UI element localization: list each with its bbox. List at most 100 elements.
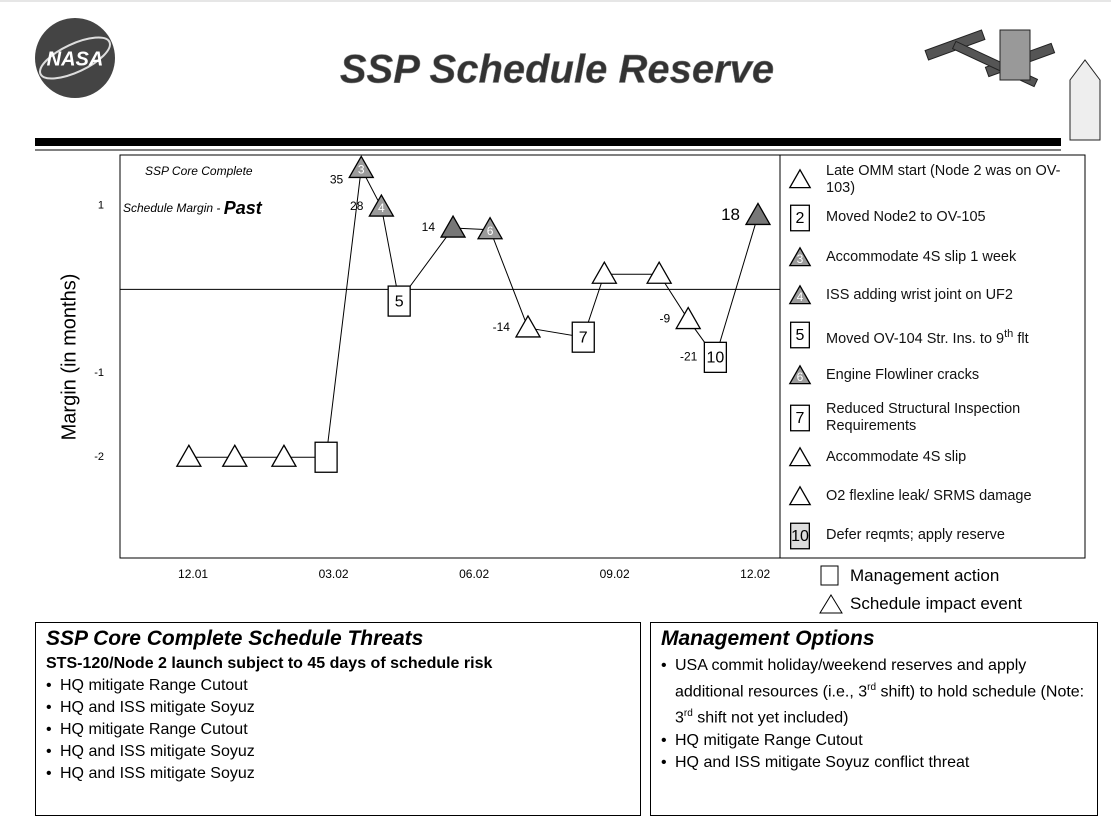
option-bullet: USA commit holiday/weekend reserves and … (661, 655, 1087, 730)
x-tick-label: 06.02 (459, 567, 489, 581)
threat-bullet: HQ mitigate Range Cutout (46, 675, 630, 697)
legend-label-part: Moved Node2 to OV-105 (826, 209, 986, 225)
day-label: 35 (330, 173, 344, 187)
legend-label-part: Defer reqmts; apply reserve (826, 527, 1005, 543)
options-box: Management Options USA commit holiday/we… (650, 622, 1098, 816)
annotation-text: Schedule Margin - (123, 201, 224, 215)
marker-text: 6 (797, 370, 804, 384)
legend-label: Engine Flowliner cracks (826, 367, 1084, 384)
threat-bullet: HQ and ISS mitigate Soyuz (46, 741, 630, 763)
triangle-marker (788, 168, 812, 189)
triangle-marker (514, 314, 542, 338)
marker-text: 10 (791, 528, 809, 545)
header-rule (35, 138, 1061, 146)
legend-label-part: Engine Flowliner cracks (826, 367, 980, 383)
legend-label: O2 flexline leak/ SRMS damage (826, 488, 1084, 505)
square-marker (790, 404, 811, 432)
triangle-marker (646, 260, 673, 284)
annotation: SSP Core Complete (145, 164, 253, 178)
title: SSP Schedule Reserve (340, 48, 774, 92)
marker-text: 10 (706, 350, 724, 367)
x-tick-label: 12.01 (178, 567, 208, 581)
triangle-marker (675, 306, 702, 330)
legend-label: Late OMM start (Node 2 was on OV-103) (826, 163, 1084, 197)
legend-label-part: Moved OV-104 Str. Ins. to 9 (826, 330, 1005, 347)
logo-text: NASA (47, 48, 104, 70)
triangle-marker (788, 246, 812, 267)
key-item: Management action (850, 566, 1000, 585)
triangle-marker (591, 260, 618, 284)
margin-line (188, 166, 759, 458)
triangle-marker (368, 193, 395, 217)
triangle-marker (788, 485, 812, 506)
y-axis-label: Margin (in months) (58, 274, 80, 441)
triangle-marker (788, 446, 812, 467)
triangle-marker (348, 155, 375, 179)
triangle-marker (270, 443, 298, 467)
marker-text: 7 (579, 329, 588, 346)
legend-label-part: O2 flexline leak/ SRMS damage (826, 488, 1032, 504)
option-text: shift not yet included) (692, 709, 849, 727)
option-text: HQ and ISS mitigate Soyuz conflict threa… (675, 753, 970, 771)
options-list: USA commit holiday/weekend reserves and … (661, 655, 1087, 774)
legend-label: Defer reqmts; apply reserve (826, 527, 1084, 544)
legend-label-part: Reduced Structural Inspection Requiremen… (826, 401, 1021, 434)
threats-title: SSP Core Complete Schedule Threats (46, 627, 424, 650)
marker-text: 2 (796, 210, 805, 227)
legend-label-part: Accommodate 4S slip 1 week (826, 249, 1017, 265)
legend-label: ISS adding wrist joint on UF2 (826, 287, 1084, 304)
annotation: Schedule Margin - Past (123, 198, 263, 218)
square-marker (314, 441, 338, 473)
threat-bullet: HQ and ISS mitigate Soyuz (46, 697, 630, 719)
key-square (820, 565, 839, 586)
marker-text: 4 (378, 201, 385, 215)
square-marker (387, 285, 411, 317)
option-bullet: HQ and ISS mitigate Soyuz conflict threa… (661, 752, 1087, 774)
triangle-marker (788, 364, 812, 385)
key-item: Schedule impact event (850, 594, 1022, 613)
day-label: 14 (422, 220, 436, 234)
marker-text: 3 (358, 163, 365, 177)
option-text: HQ mitigate Range Cutout (675, 731, 863, 749)
annotation-emphasis: Past (224, 198, 263, 218)
day-label: 18 (721, 205, 740, 224)
square-marker (790, 321, 811, 349)
legend-label: Accommodate 4S slip (826, 449, 1084, 466)
x-tick-label: 12.02 (740, 567, 770, 581)
option-text: shift) to hold schedule (Note: 3 (675, 683, 1085, 727)
legend-label: Accommodate 4S slip 1 week (826, 249, 1084, 266)
x-tick-label: 09.02 (600, 567, 630, 581)
option-text: rd (683, 708, 693, 720)
option-text: rd (867, 682, 877, 693)
legend-label-part: Late OMM start (Node 2 was on OV-103) (826, 163, 1061, 196)
triangle-marker (476, 216, 504, 240)
marker-text: 7 (796, 410, 805, 427)
triangle-marker (175, 443, 202, 467)
triangle-marker (744, 202, 772, 226)
legend-label-part: Accommodate 4S slip (826, 449, 967, 465)
legend-label-part: flt (1013, 330, 1029, 347)
option-bullet: HQ mitigate Range Cutout (661, 730, 1087, 752)
square-marker (790, 204, 811, 232)
station-image (924, 29, 1101, 141)
marker-text: 5 (395, 293, 404, 310)
legend-label-part: ISS adding wrist joint on UF2 (826, 287, 1013, 303)
plot-frame (119, 154, 1086, 559)
threats-list: HQ mitigate Range CutoutHQ and ISS mitig… (46, 675, 630, 785)
triangle-marker (788, 284, 812, 305)
x-tick-label: 03.02 (319, 567, 349, 581)
marker-text: 8 (656, 268, 663, 282)
threats-subtitle: STS-120/Node 2 launch subject to 45 days… (46, 655, 493, 672)
legend-label: Moved OV-104 Str. Ins. to 9th flt (826, 326, 1084, 348)
y-tick-label: -2 (94, 451, 104, 463)
y-tick-label: 1 (98, 199, 104, 211)
option-text: USA commit holiday/weekend reserves and … (675, 657, 1027, 701)
legend-label: Reduced Structural Inspection Requiremen… (826, 401, 1084, 435)
marker-text: 3 (797, 252, 804, 266)
square-marker (571, 321, 595, 353)
y-tick-label: -1 (94, 367, 104, 379)
day-label: 28 (350, 199, 364, 213)
marker-text: 5 (796, 327, 805, 344)
key-triangle (819, 594, 843, 614)
